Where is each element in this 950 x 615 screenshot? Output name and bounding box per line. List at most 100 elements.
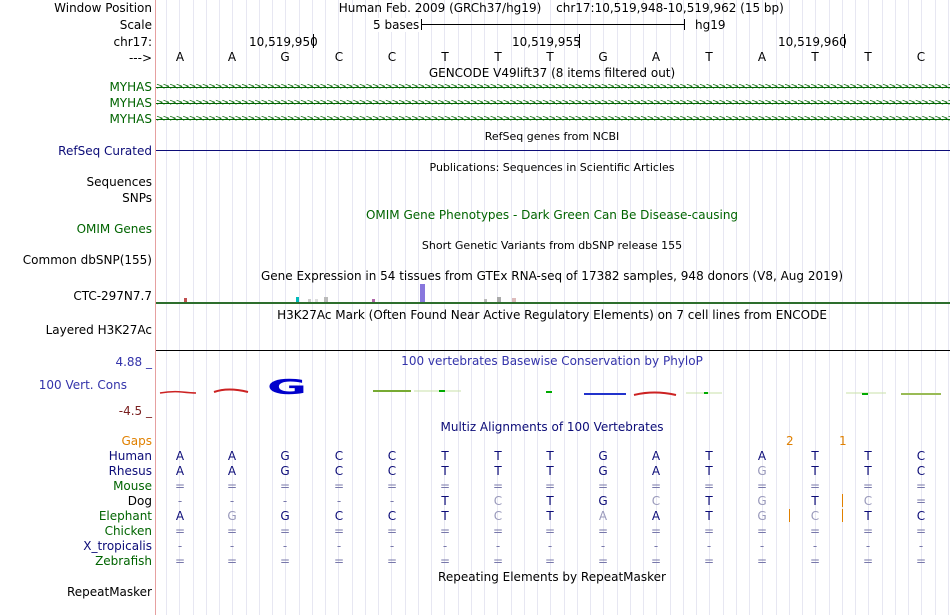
grid-line: [272, 0, 273, 615]
species-label[interactable]: Rhesus: [108, 464, 152, 478]
alignment-base: G: [598, 494, 608, 508]
omim-track-label[interactable]: OMIM Genes: [76, 222, 152, 236]
base-letter: G: [598, 50, 608, 64]
alignment-base: C: [387, 449, 397, 463]
grid-line: [603, 0, 605, 615]
phylop-track-title: 100 vertebrates Basewise Conservation by…: [401, 354, 703, 368]
alignment-base: C: [916, 509, 926, 523]
grid-line: [523, 0, 525, 615]
gtex-tissue-bar[interactable]: [484, 299, 487, 302]
alignment-base: C: [916, 464, 926, 478]
grid-line: [894, 0, 896, 615]
gtex-tissue-bar[interactable]: [308, 299, 311, 302]
alignment-base: T: [811, 494, 819, 508]
alignment-base: T: [811, 464, 819, 478]
alignment-base: =: [915, 479, 927, 493]
gtex-gene-label[interactable]: CTC-297N7.7: [73, 289, 152, 303]
species-label[interactable]: Human: [108, 449, 152, 463]
track-data-area[interactable]: [156, 0, 950, 615]
species-label[interactable]: X_tropicalis: [83, 539, 152, 553]
alignment-base: G: [280, 464, 290, 478]
grid-line: [775, 0, 777, 615]
grid-line: [457, 0, 459, 615]
alignment-base: =: [386, 524, 398, 538]
alignment-base: =: [650, 479, 662, 493]
species-label[interactable]: Chicken: [104, 524, 152, 538]
alignment-base: A: [757, 449, 767, 463]
gencode-transcript[interactable]: >>>>>>>>>>>>>>>>>>>>>>>>>>>>>>>>>>>>>>>>…: [156, 82, 950, 92]
gtex-tissue-bar[interactable]: [324, 297, 328, 302]
alignment-base: =: [597, 524, 609, 538]
gtex-tissue-bar[interactable]: [372, 299, 375, 302]
grid-line: [881, 0, 883, 615]
alignment-base: =: [862, 554, 874, 568]
grid-line: [192, 0, 194, 615]
alignment-base: G: [598, 449, 608, 463]
alignment-base: =: [226, 554, 238, 568]
publications-sequences-label[interactable]: Sequences: [86, 175, 152, 189]
alignment-base: T: [441, 464, 449, 478]
gtex-track-title: Gene Expression in 54 tissues from GTEx …: [260, 269, 844, 283]
gencode-item-label[interactable]: MYHAS: [109, 96, 152, 110]
phylop-neg-mark: [159, 390, 197, 394]
alignment-base: =: [862, 479, 874, 493]
gencode-item-label[interactable]: MYHAS: [109, 80, 152, 94]
h3k27ac-track-label[interactable]: Layered H3K27Ac: [45, 323, 152, 337]
grid-line: [868, 0, 870, 615]
alignment-base: A: [175, 449, 185, 463]
alignment-base: -: [495, 539, 501, 553]
alignment-base: =: [915, 494, 927, 508]
gap-count: 2: [786, 434, 794, 448]
species-label[interactable]: Elephant: [98, 509, 152, 523]
alignment-base: T: [441, 449, 449, 463]
grid-line: [735, 0, 737, 615]
phylop-track-label[interactable]: 100 Vert. Cons: [38, 378, 127, 392]
alignment-base: C: [916, 449, 926, 463]
gencode-item-label[interactable]: MYHAS: [109, 112, 152, 126]
gtex-tissue-bar[interactable]: [497, 297, 501, 302]
grid-line: [205, 0, 207, 615]
publications-snps-label[interactable]: SNPs: [122, 191, 152, 205]
species-label[interactable]: Zebrafish: [95, 554, 152, 568]
alignment-base: -: [706, 539, 712, 553]
base-letter: A: [227, 50, 237, 64]
gtex-tissue-bar[interactable]: [296, 297, 299, 302]
base-letter: C: [916, 50, 926, 64]
gencode-transcript[interactable]: >>>>>>>>>>>>>>>>>>>>>>>>>>>>>>>>>>>>>>>>…: [156, 114, 950, 124]
gtex-tissue-bar[interactable]: [184, 298, 187, 302]
alignment-base: C: [387, 464, 397, 478]
refseq-track-label[interactable]: RefSeq Curated: [58, 144, 152, 158]
grid-line: [232, 0, 234, 615]
alignment-base: =: [915, 554, 927, 568]
alignment-base: =: [756, 479, 768, 493]
species-label[interactable]: Mouse: [113, 479, 152, 493]
repeatmasker-track-label[interactable]: RepeatMasker: [66, 585, 152, 599]
grid-line: [537, 0, 538, 615]
alignment-base: G: [598, 464, 608, 478]
dbsnp-track-label[interactable]: Common dbSNP(155): [22, 253, 152, 267]
alignment-base: T: [705, 449, 713, 463]
label-divider: [155, 0, 156, 615]
phylop-conservation-plot[interactable]: G: [156, 378, 950, 404]
alignment-base: =: [174, 479, 186, 493]
alignment-base: -: [812, 539, 818, 553]
alignment-base: -: [759, 539, 765, 553]
gtex-tissue-bar[interactable]: [420, 284, 425, 302]
alignment-base: G: [757, 464, 767, 478]
refseq-gene-line[interactable]: [156, 150, 950, 151]
insertion-marker: [789, 509, 790, 522]
gtex-gene-line[interactable]: [156, 302, 950, 304]
alignment-base: -: [389, 539, 395, 553]
coord-label: 10,519,955: [512, 35, 581, 49]
gtex-tissue-bar[interactable]: [315, 299, 318, 302]
gtex-tissue-bar[interactable]: [512, 298, 516, 302]
base-letter: T: [864, 50, 872, 64]
alignment-base: C: [387, 509, 397, 523]
alignment-base: =: [174, 554, 186, 568]
species-label[interactable]: Dog: [127, 494, 152, 508]
alignment-base: T: [494, 449, 502, 463]
track-label-column: Window Position Scale chr17: ---> MYHAS …: [0, 0, 154, 615]
alignment-base: =: [492, 524, 504, 538]
grid-line: [417, 0, 419, 615]
gencode-transcript[interactable]: >>>>>>>>>>>>>>>>>>>>>>>>>>>>>>>>>>>>>>>>…: [156, 98, 950, 108]
